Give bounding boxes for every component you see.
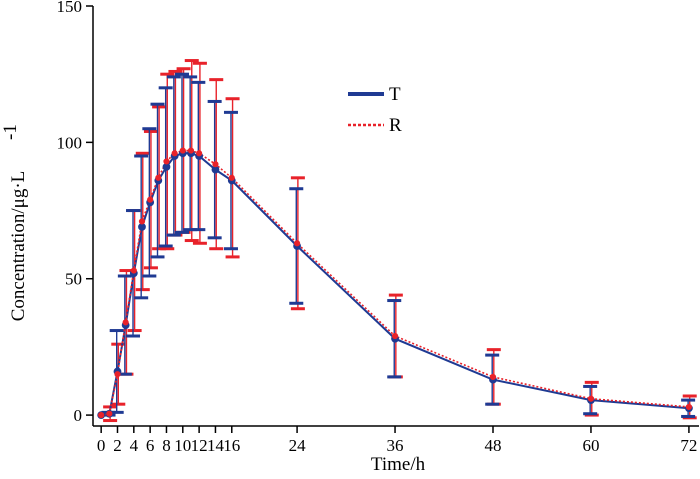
point-r-24 bbox=[293, 240, 301, 247]
y-tick-label-100: 100 bbox=[57, 133, 83, 152]
x-tick-label-12: 12 bbox=[191, 436, 208, 455]
point-r-11 bbox=[187, 147, 195, 154]
point-r-0 bbox=[98, 411, 105, 419]
point-r-60 bbox=[587, 395, 595, 402]
x-tick-label-60: 60 bbox=[582, 436, 599, 455]
point-r-9 bbox=[171, 150, 178, 157]
point-r-7 bbox=[155, 174, 162, 181]
y-tick-label-150: 150 bbox=[57, 0, 83, 16]
point-r-6 bbox=[147, 196, 154, 203]
y-tick-label-50: 50 bbox=[65, 270, 82, 289]
x-tick-label-72: 72 bbox=[680, 436, 697, 455]
point-r-5 bbox=[138, 218, 146, 225]
markers-r bbox=[98, 147, 693, 419]
y-axis-title-main: Concentration/μg·L bbox=[8, 171, 29, 322]
point-r-10 bbox=[179, 147, 186, 154]
x-tick-label-14: 14 bbox=[207, 436, 225, 455]
point-r-3 bbox=[122, 319, 129, 326]
series-line-r bbox=[101, 149, 689, 416]
point-r-14 bbox=[212, 161, 219, 168]
x-tick-label-8: 8 bbox=[162, 436, 171, 455]
x-tick-label-0: 0 bbox=[97, 436, 106, 455]
x-tick-label-36: 36 bbox=[387, 436, 404, 455]
legend-label-t: T bbox=[389, 84, 401, 105]
x-tick-label-24: 24 bbox=[289, 436, 307, 455]
y-axis-title: Concentration/μg·L bbox=[8, 171, 29, 322]
x-tick-label-6: 6 bbox=[146, 436, 155, 455]
point-r-1 bbox=[106, 410, 113, 417]
legend-label-r: R bbox=[389, 115, 402, 136]
point-r-4 bbox=[130, 267, 137, 274]
series-layer bbox=[97, 59, 697, 423]
x-tick-label-16: 16 bbox=[223, 436, 240, 455]
point-r-16 bbox=[228, 174, 235, 181]
point-r-72 bbox=[685, 403, 693, 411]
point-r-2 bbox=[114, 371, 121, 378]
y-tick-label-0: 0 bbox=[74, 406, 83, 425]
point-r-48 bbox=[489, 373, 497, 381]
legend: T R bbox=[348, 84, 402, 136]
point-r-12 bbox=[196, 150, 203, 157]
y-axis-title-group: Concentration/μg·L -1 bbox=[0, 124, 29, 321]
x-tick-label-48: 48 bbox=[485, 436, 502, 455]
x-tick-label-10: 10 bbox=[174, 436, 191, 455]
x-axis-title: Time/h bbox=[371, 454, 426, 475]
x-tick-label-2: 2 bbox=[113, 436, 122, 455]
point-r-8 bbox=[163, 158, 170, 165]
axes bbox=[92, 6, 699, 427]
y-axis-title-superscript: -1 bbox=[0, 124, 21, 140]
x-tick-label-4: 4 bbox=[130, 436, 139, 455]
series-line-t bbox=[100, 152, 690, 417]
point-r-36 bbox=[391, 332, 399, 340]
